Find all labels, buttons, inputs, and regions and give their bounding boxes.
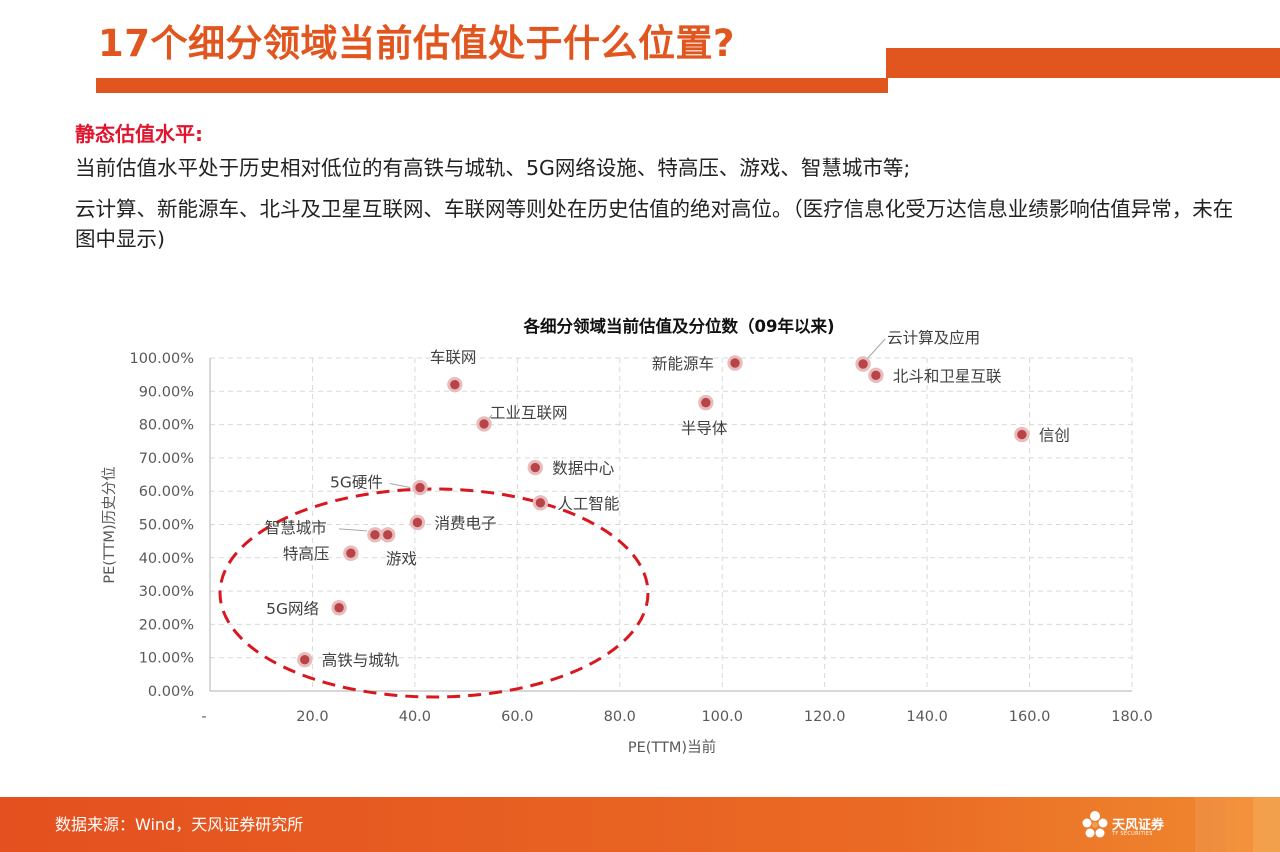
y-tick-label: 30.00%: [139, 584, 194, 600]
x-tick-label: 100.0: [701, 709, 743, 725]
y-axis-title: PE(TTM)历史分位: [101, 466, 118, 583]
data-point: [409, 514, 426, 531]
data-point-label: 5G硬件: [330, 474, 383, 492]
data-source-note: 数据来源：Wind，天风证券研究所: [55, 815, 304, 834]
y-tick-label: 10.00%: [139, 651, 194, 667]
y-tick-label: 90.00%: [139, 384, 194, 400]
data-point-label: 特高压: [283, 545, 330, 563]
data-point: [343, 545, 359, 561]
data-point: [868, 367, 884, 384]
data-point-label: 车联网: [430, 349, 477, 367]
data-point: [532, 495, 549, 511]
x-axis-title: PE(TTM)当前: [628, 739, 716, 756]
title-accent-bar: [886, 48, 1280, 78]
company-logo: 天风证券 TF SECURITIES: [1080, 807, 1180, 843]
x-tick-label: 20.0: [296, 709, 328, 725]
data-point-label: 游戏: [386, 550, 417, 568]
data-point: [367, 527, 383, 543]
y-tick-label: 100.00%: [129, 351, 194, 367]
data-point-label: 北斗和卫星互联: [893, 367, 1002, 385]
footer-decoration: [1253, 797, 1280, 852]
data-point: [527, 459, 543, 476]
data-point-label: 新能源车: [652, 355, 714, 373]
y-tick-label: 40.00%: [139, 551, 194, 567]
x-tick-label: 140.0: [906, 709, 948, 725]
data-point-label: 5G网络: [266, 600, 319, 618]
data-point-label: 信创: [1039, 427, 1070, 445]
data-point: [412, 479, 428, 496]
y-tick-label: 0.00%: [148, 684, 194, 700]
x-tick-label: 60.0: [501, 709, 533, 725]
data-point: [1014, 426, 1030, 443]
label-leader-line: [338, 528, 367, 532]
highlight-ellipse: [218, 487, 650, 699]
x-tick-label: -: [201, 709, 206, 725]
summary-line-2: 云计算、新能源车、北斗及卫星互联网、车联网等则处在历史估值的绝对高位。（医疗信息…: [75, 197, 1234, 251]
label-leader-line: [389, 483, 411, 489]
chart-title: 各细分领域当前估值及分位数（09年以来): [522, 316, 834, 336]
y-tick-label: 60.00%: [139, 484, 194, 500]
y-tick-label: 70.00%: [139, 451, 194, 467]
title-underline-bar: [96, 78, 888, 93]
section-heading: 静态估值水平:: [75, 122, 203, 146]
logo-text: 天风证券: [1112, 818, 1165, 833]
x-tick-label: 160.0: [1009, 709, 1051, 725]
data-point-label: 高铁与城轨: [322, 652, 400, 670]
data-point-label: 人工智能: [557, 495, 619, 513]
x-tick-label: 180.0: [1111, 709, 1153, 725]
data-point-label: 工业互联网: [490, 404, 568, 422]
logo-subtext: TF SECURITIES: [1112, 831, 1153, 837]
data-point: [855, 356, 871, 372]
data-point-label: 智慧城市: [265, 519, 327, 537]
data-point-label: 半导体: [681, 420, 728, 438]
data-point: [297, 651, 313, 668]
data-point: [380, 527, 396, 543]
data-point: [476, 416, 492, 432]
label-leader-line: [865, 338, 886, 361]
scatter-chart: 各细分领域当前估值及分位数（09年以来) 0.00% 10.00% 20.00% 30.…: [101, 316, 1153, 756]
data-point-label: 云计算及应用: [887, 328, 980, 347]
data-point: [447, 376, 463, 393]
summary-line-1: 当前估值水平处于历史相对低位的有高铁与城轨、5G网络设施、特高压、游戏、智慧城市…: [75, 156, 911, 180]
data-point: [331, 600, 347, 616]
footer-bar: 数据来源：Wind，天风证券研究所 天风证券 TF SECURITIES: [0, 797, 1280, 852]
x-tick-label: 80.0: [604, 709, 636, 725]
y-tick-label: 80.00%: [139, 418, 194, 434]
y-tick-label: 20.00%: [139, 617, 194, 633]
x-tick-label: 40.0: [399, 709, 431, 725]
flower-logo-icon: [1082, 811, 1108, 838]
data-point-label: 消费电子: [434, 515, 496, 533]
y-tick-label: 50.00%: [139, 518, 194, 534]
footer-decoration: [1195, 797, 1225, 852]
data-point: [698, 394, 714, 411]
footer-decoration: [1225, 797, 1253, 852]
x-tick-label: 120.0: [804, 709, 846, 725]
page-title: 17个细分领域当前估值处于什么位置?: [98, 22, 735, 65]
data-point-label: 数据中心: [552, 460, 614, 478]
data-point: [727, 355, 743, 371]
